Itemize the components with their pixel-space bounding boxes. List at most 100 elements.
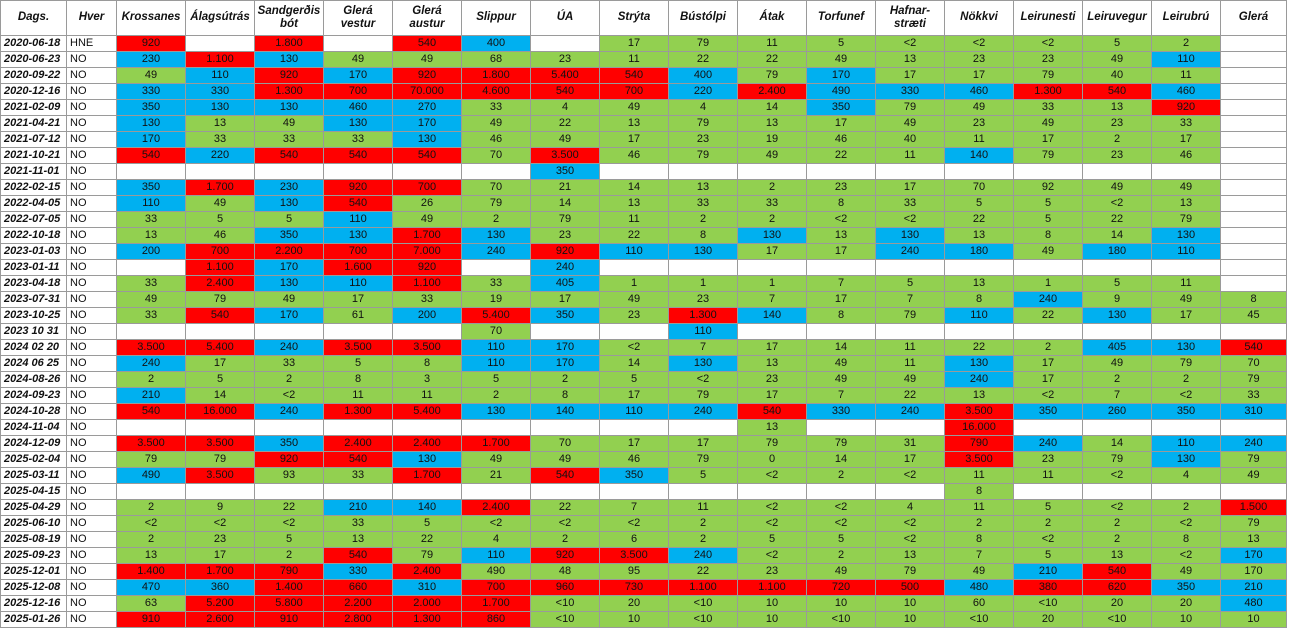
value-cell[interactable]: 33	[392, 291, 462, 308]
value-cell[interactable]: 730	[599, 579, 669, 596]
value-cell[interactable]: 22	[944, 339, 1014, 356]
value-cell[interactable]: 620	[1082, 579, 1152, 596]
value-cell[interactable]: 660	[323, 579, 393, 596]
value-cell[interactable]	[875, 483, 945, 500]
value-cell[interactable]: 5.400	[530, 67, 600, 84]
value-cell[interactable]: 17	[1013, 131, 1083, 148]
value-cell[interactable]: 17	[599, 435, 669, 452]
date-cell[interactable]: 2024-10-28	[0, 403, 67, 420]
value-cell[interactable]: 8	[944, 291, 1014, 308]
date-cell[interactable]: 2021-10-21	[0, 147, 67, 164]
value-cell[interactable]: 2.400	[323, 435, 393, 452]
hver-cell[interactable]: NO	[66, 467, 117, 484]
value-cell[interactable]: 790	[254, 563, 324, 580]
date-cell[interactable]: 2021-11-01	[0, 163, 67, 180]
value-cell[interactable]: 240	[1013, 435, 1083, 452]
value-cell[interactable]: 210	[1220, 579, 1287, 596]
value-cell[interactable]: 230	[254, 179, 324, 196]
value-cell[interactable]: 470	[116, 579, 186, 596]
value-cell[interactable]: <10	[806, 611, 876, 628]
value-cell[interactable]: 33	[323, 131, 393, 148]
value-cell[interactable]	[461, 419, 531, 436]
value-cell[interactable]: 22	[668, 51, 738, 68]
value-cell[interactable]: 10	[806, 595, 876, 612]
value-cell[interactable]: 1.700	[185, 179, 255, 196]
value-cell[interactable]: 23	[1082, 147, 1152, 164]
value-cell[interactable]: 33	[461, 275, 531, 292]
value-cell[interactable]: 240	[944, 371, 1014, 388]
value-cell[interactable]: 2	[1151, 35, 1221, 52]
value-cell[interactable]: 170	[530, 339, 600, 356]
value-cell[interactable]: 2.200	[254, 243, 324, 260]
value-cell[interactable]: 13	[737, 419, 807, 436]
value-cell[interactable]: 23	[944, 51, 1014, 68]
hver-cell[interactable]: NO	[66, 515, 117, 532]
hver-cell[interactable]: NO	[66, 579, 117, 596]
value-cell[interactable]	[668, 163, 738, 180]
value-cell[interactable]: <2	[806, 499, 876, 516]
value-cell[interactable]: 3.500	[185, 435, 255, 452]
value-cell[interactable]: 7	[737, 291, 807, 308]
value-cell[interactable]: <10	[1013, 595, 1083, 612]
header-hver[interactable]: Hver	[66, 0, 117, 36]
value-cell[interactable]: <2	[875, 515, 945, 532]
value-cell[interactable]: 49	[875, 115, 945, 132]
value-cell[interactable]: 540	[323, 451, 393, 468]
value-cell[interactable]	[806, 483, 876, 500]
value-cell[interactable]: 1.400	[116, 563, 186, 580]
value-cell[interactable]: 2	[116, 531, 186, 548]
value-cell[interactable]: 11	[875, 147, 945, 164]
value-cell[interactable]: 9	[1082, 291, 1152, 308]
date-cell[interactable]: 2021-04-21	[0, 115, 67, 132]
value-cell[interactable]: 330	[875, 83, 945, 100]
value-cell[interactable]: 6	[599, 531, 669, 548]
value-cell[interactable]: 140	[944, 147, 1014, 164]
value-cell[interactable]: 79	[461, 195, 531, 212]
value-cell[interactable]: 79	[116, 451, 186, 468]
header-leirubru[interactable]: Leirubrú	[1151, 0, 1221, 36]
value-cell[interactable]	[875, 163, 945, 180]
value-cell[interactable]	[1220, 115, 1287, 132]
value-cell[interactable]: 130	[461, 227, 531, 244]
value-cell[interactable]	[323, 323, 393, 340]
value-cell[interactable]: 19	[737, 131, 807, 148]
value-cell[interactable]: 26	[392, 195, 462, 212]
value-cell[interactable]: 4	[1151, 467, 1221, 484]
value-cell[interactable]: 3.500	[116, 435, 186, 452]
value-cell[interactable]: 33	[185, 131, 255, 148]
value-cell[interactable]: 7	[875, 291, 945, 308]
value-cell[interactable]: 23	[1013, 451, 1083, 468]
value-cell[interactable]: 1.800	[254, 35, 324, 52]
hver-cell[interactable]: HNE	[66, 35, 117, 52]
value-cell[interactable]: 920	[323, 179, 393, 196]
hver-cell[interactable]: NO	[66, 51, 117, 68]
date-cell[interactable]: 2021-02-09	[0, 99, 67, 116]
value-cell[interactable]: 10	[1220, 611, 1287, 628]
value-cell[interactable]: 33	[323, 467, 393, 484]
value-cell[interactable]: 7	[806, 387, 876, 404]
value-cell[interactable]: 1.100	[185, 259, 255, 276]
value-cell[interactable]: 11	[599, 211, 669, 228]
value-cell[interactable]: 49	[1151, 291, 1221, 308]
value-cell[interactable]: 540	[1220, 339, 1287, 356]
value-cell[interactable]: 110	[461, 547, 531, 564]
value-cell[interactable]	[1082, 419, 1152, 436]
value-cell[interactable]: 2.400	[392, 435, 462, 452]
value-cell[interactable]: 1.700	[392, 227, 462, 244]
value-cell[interactable]	[806, 323, 876, 340]
hver-cell[interactable]: NO	[66, 275, 117, 292]
value-cell[interactable]: 2	[530, 371, 600, 388]
value-cell[interactable]: 10	[1151, 611, 1221, 628]
value-cell[interactable]: 33	[254, 131, 324, 148]
value-cell[interactable]: 79	[875, 99, 945, 116]
value-cell[interactable]: <2	[530, 515, 600, 532]
value-cell[interactable]	[875, 323, 945, 340]
value-cell[interactable]: 33	[254, 355, 324, 372]
date-cell[interactable]: 2023-10-25	[0, 307, 67, 324]
date-cell[interactable]: 2025-06-10	[0, 515, 67, 532]
value-cell[interactable]	[1220, 483, 1287, 500]
value-cell[interactable]: 8	[944, 531, 1014, 548]
value-cell[interactable]: 10	[737, 595, 807, 612]
value-cell[interactable]: 1.600	[323, 259, 393, 276]
value-cell[interactable]: 17	[875, 451, 945, 468]
